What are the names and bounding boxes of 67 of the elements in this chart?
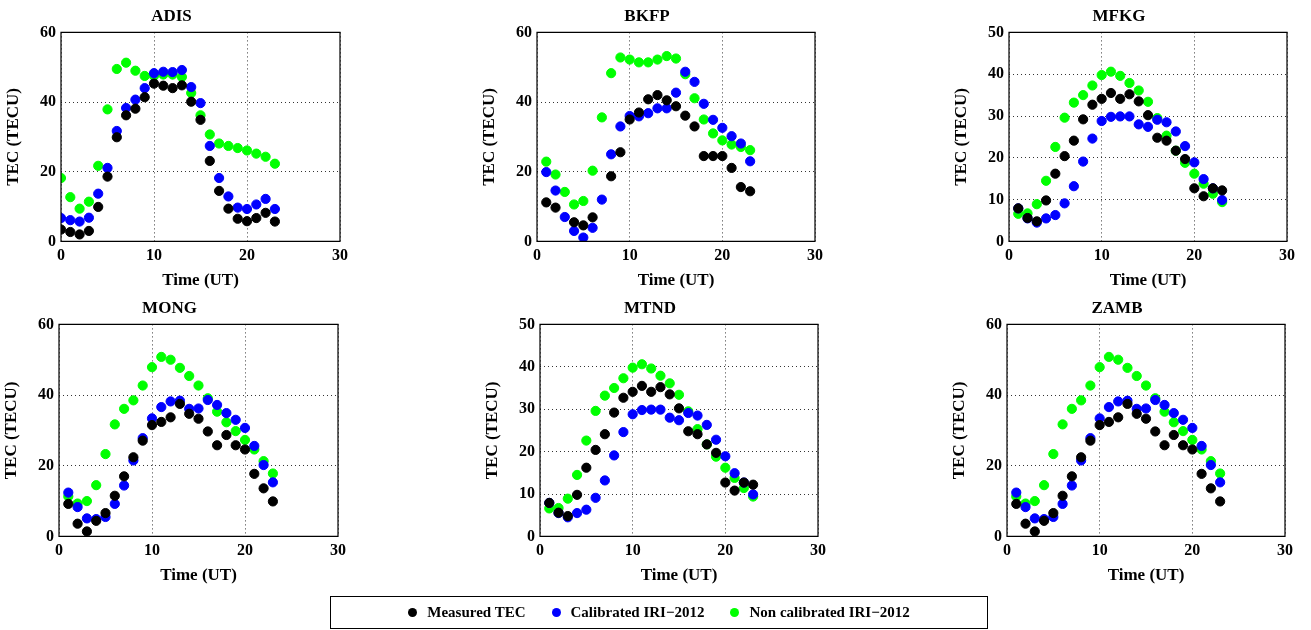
y-tick-label: 20 — [988, 147, 1004, 165]
y-tick-label: 0 — [48, 231, 56, 249]
x-tick-label: 10 — [146, 246, 162, 264]
y-tick-label: 0 — [527, 526, 535, 544]
y-tick-label: 20 — [40, 161, 56, 179]
x-tick-label: 10 — [1093, 246, 1110, 264]
x-tick-label: 30 — [330, 541, 346, 559]
legend-label: Calibrated IRI−2012 — [570, 604, 705, 621]
x-tick-label: 10 — [621, 246, 638, 264]
x-axis-title: Time (UT) — [637, 270, 715, 290]
x-tick-label: 30 — [807, 246, 823, 264]
y-tick-label: 20 — [38, 455, 54, 473]
y-tick-label: 0 — [46, 526, 54, 544]
y-tick-label: 0 — [524, 231, 532, 249]
y-tick-label: 60 — [38, 314, 54, 332]
legend-label: Measured TEC — [427, 604, 526, 621]
chart-title: ADIS — [151, 5, 192, 25]
y-tick-label: 30 — [519, 399, 535, 417]
x-axis-title: Time (UT) — [1107, 565, 1185, 585]
y-axis-title: TEC (TECU) — [478, 88, 498, 186]
y-axis-title: TEC (TECU) — [0, 381, 20, 480]
x-axis-title: Time (UT) — [160, 565, 237, 585]
y-tick-label: 40 — [988, 64, 1004, 82]
y-tick-label: 20 — [986, 455, 1002, 473]
y-tick-label: 60 — [516, 22, 532, 40]
y-tick-label: 0 — [994, 526, 1002, 544]
chart-title: MTND — [624, 297, 676, 317]
y-tick-label: 50 — [519, 314, 535, 332]
chart-title: BKFP — [624, 5, 670, 25]
x-tick-label: 20 — [1184, 541, 1201, 559]
x-tick-label: 30 — [332, 246, 348, 264]
y-axis-title: TEC (TECU) — [950, 88, 970, 186]
y-tick-label: 20 — [519, 441, 535, 459]
y-tick-label: 20 — [516, 161, 532, 179]
x-axis-title: Time (UT) — [162, 270, 239, 290]
y-axis-title: TEC (TECU) — [948, 381, 968, 480]
x-axis-title: Time (UT) — [640, 565, 718, 585]
x-tick-label: 20 — [714, 246, 731, 264]
y-tick-label: 0 — [996, 231, 1004, 249]
y-axis-title: TEC (TECU) — [2, 88, 22, 186]
y-tick-label: 40 — [986, 385, 1002, 403]
y-tick-label: 40 — [516, 92, 532, 110]
x-tick-label: 30 — [810, 541, 826, 559]
x-tick-label: 20 — [1186, 246, 1203, 264]
x-tick-label: 30 — [1277, 541, 1293, 559]
y-tick-label: 60 — [40, 22, 56, 40]
chart-title: MONG — [142, 297, 197, 317]
chart-title: ZAMB — [1091, 297, 1143, 317]
y-tick-label: 40 — [40, 92, 56, 110]
y-tick-label: 60 — [986, 314, 1002, 332]
x-axis-title: Time (UT) — [1109, 270, 1187, 290]
x-tick-label: 20 — [717, 541, 734, 559]
x-tick-label: 10 — [144, 541, 160, 559]
y-tick-label: 10 — [519, 484, 535, 502]
x-tick-label: 10 — [624, 541, 641, 559]
y-tick-label: 40 — [38, 385, 54, 403]
x-tick-label: 20 — [237, 541, 253, 559]
x-tick-label: 20 — [239, 246, 255, 264]
x-tick-label: 30 — [1279, 246, 1295, 264]
y-tick-label: 40 — [519, 356, 535, 374]
y-tick-label: 50 — [988, 22, 1004, 40]
y-tick-label: 30 — [988, 106, 1004, 124]
y-tick-label: 10 — [988, 189, 1004, 207]
chart-title: MFKG — [1092, 5, 1146, 25]
legend-label: Non calibrated IRI−2012 — [749, 604, 910, 621]
x-tick-label: 10 — [1091, 541, 1108, 559]
y-axis-title: TEC (TECU) — [481, 381, 501, 480]
